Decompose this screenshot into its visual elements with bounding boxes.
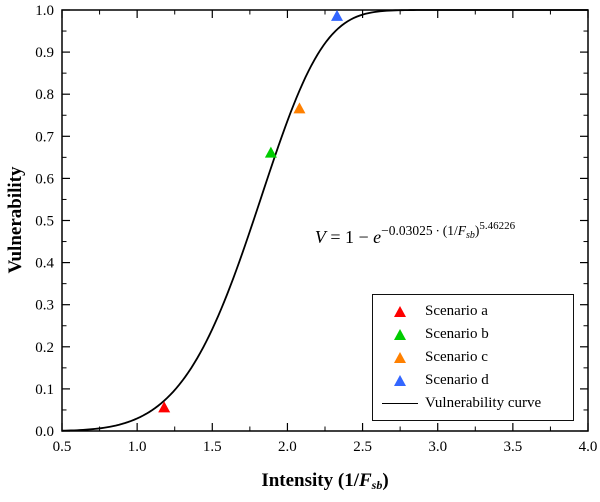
legend-item: Scenario d [381,369,565,392]
legend-label: Scenario b [425,326,489,342]
x-axis-label-suffix: ) [382,470,389,491]
x-tick-label: 2.5 [353,439,372,455]
y-tick-label: 0.1 [35,382,54,398]
y-tick-label: 0.3 [35,298,54,314]
y-tick-label: 0.4 [35,256,54,272]
x-axis-label: Intensity (1/Fsb) [261,470,388,493]
legend-icon-cell [381,352,419,363]
legend-label: Vulnerability curve [425,395,542,411]
data-point-scenario-b [264,146,277,158]
x-axis-label-var: F [358,470,372,491]
y-tick-label: 0.7 [35,129,54,145]
data-point-scenario-c [293,102,306,114]
line-sample-icon [382,403,418,404]
equation-f-sub: sb [466,230,475,241]
y-tick-label: 0.6 [35,171,54,187]
legend-label: Scenario c [425,349,488,365]
legend-label: Scenario a [425,303,488,319]
triangle-marker-icon [394,329,406,340]
vulnerability-curve [61,9,588,432]
data-point-scenario-d [331,9,344,21]
x-tick-label: 1.5 [203,439,222,455]
legend-item: Scenario b [381,323,565,346]
legend-item: Scenario c [381,346,565,369]
legend-label: Scenario d [425,372,489,388]
x-tick-label: 4.0 [579,439,598,455]
x-axis-label-sub: sb [371,478,383,492]
x-tick-label: 3.0 [428,439,447,455]
equation-mid: = 1 − [325,227,374,247]
equation-e: e [373,227,382,247]
y-tick-label: 1.0 [35,3,54,19]
y-tick-label: 0.5 [35,214,54,230]
equation-exp-prefix: −0.03025 ∙ (1/ [381,223,458,238]
data-point-scenario-a [158,401,171,413]
triangle-marker-icon [394,375,406,386]
legend-icon-cell [381,403,419,404]
equation-exponent: −0.03025 ∙ (1/Fsb)5.46226 [381,220,516,241]
y-tick-label: 0.9 [35,45,54,61]
legend: Scenario a Scenario b Scenario c Scenario d… [372,294,574,421]
equation-annotation: V = 1 − e−0.03025 ∙ (1/Fsb)5.46226 [314,220,516,248]
x-axis-label-prefix: Intensity (1/ [261,470,359,491]
equation-v: V [314,227,326,247]
x-tick-label: 3.5 [503,439,522,455]
equation-f: F [457,223,467,238]
y-tick-label: 0.8 [35,87,54,103]
equation-power: 5.46226 [479,220,516,232]
legend-item: Vulnerability curve [381,392,565,415]
legend-icon-cell [381,329,419,340]
triangle-marker-icon [394,352,406,363]
y-tick-label: 0.2 [35,340,54,356]
legend-item: Scenario a [381,300,565,323]
x-tick-label: 1.0 [128,439,147,455]
y-axis-label: Vulnerability [5,166,26,274]
x-tick-label: 0.5 [53,439,72,455]
x-tick-label: 2.0 [278,439,297,455]
y-tick-label: 0.0 [35,424,54,440]
equation-exp-close: ) [474,223,480,238]
legend-icon-cell [381,306,419,317]
triangle-marker-icon [394,306,406,317]
legend-icon-cell [381,375,419,386]
